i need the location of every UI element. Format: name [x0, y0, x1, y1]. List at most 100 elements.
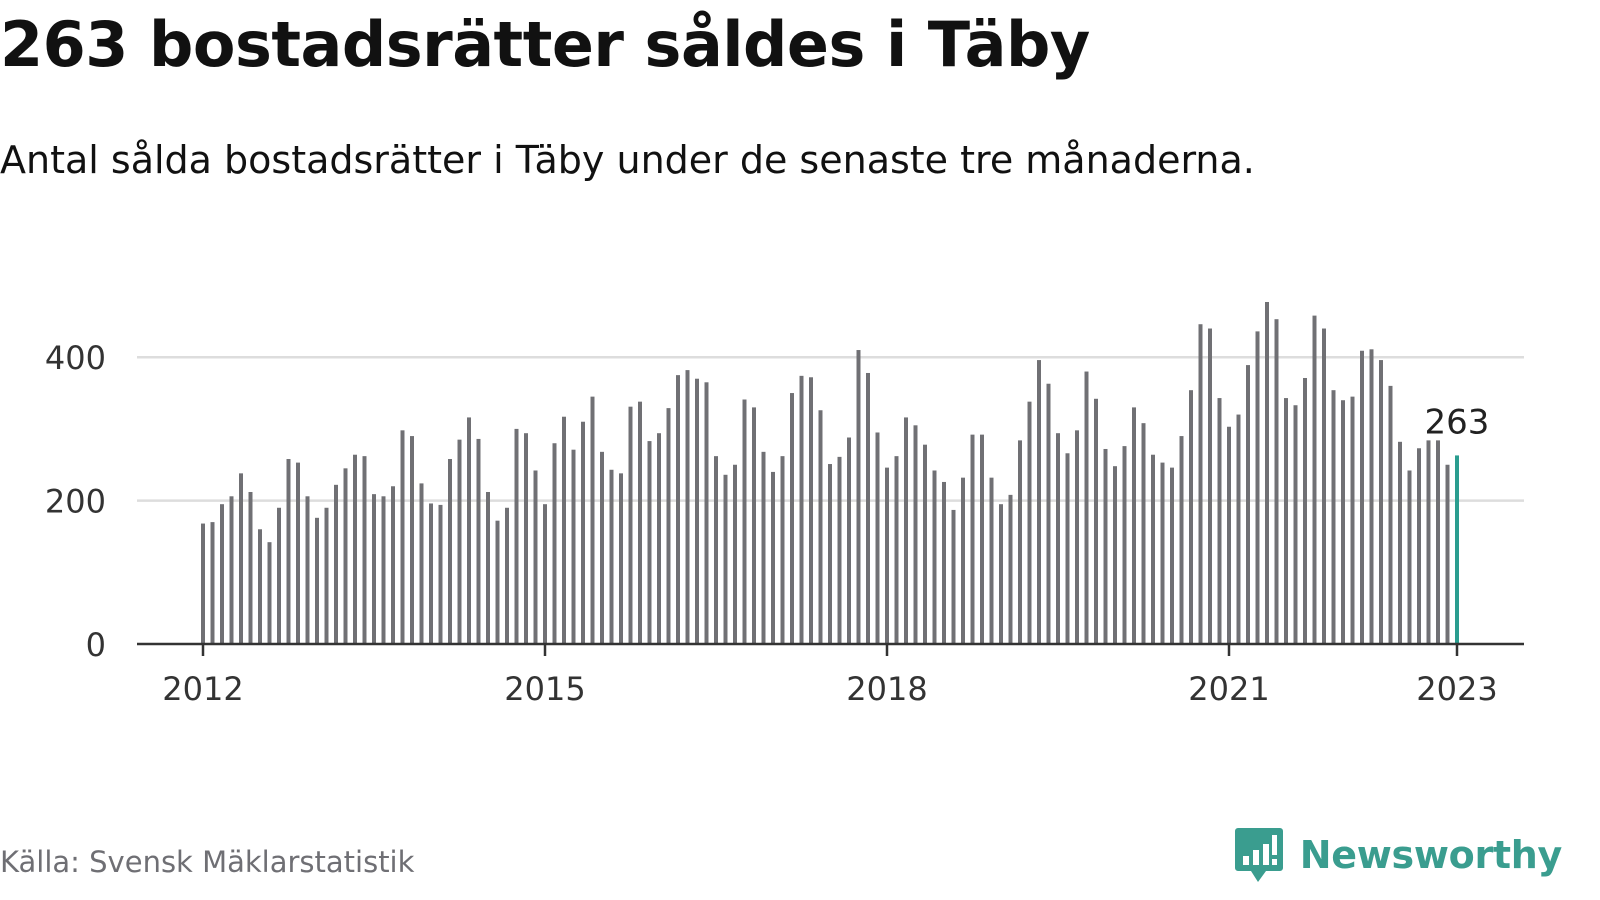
bar — [923, 444, 927, 644]
bar — [495, 520, 500, 644]
bar — [324, 507, 329, 644]
bar — [1018, 440, 1022, 644]
highlight-data-label: 263 — [1425, 402, 1490, 442]
bar — [571, 449, 576, 644]
chart-subtitle: Antal sålda bostadsrätter i Täby under d… — [0, 138, 1255, 182]
bar — [476, 438, 481, 644]
bar — [714, 456, 718, 644]
bar — [742, 399, 747, 644]
bar — [761, 451, 766, 644]
bar — [400, 430, 405, 644]
bar — [438, 504, 443, 644]
bar — [1170, 467, 1174, 644]
bar — [752, 407, 756, 644]
y-tick-label: 200 — [45, 483, 106, 521]
bar — [1331, 390, 1336, 644]
bar — [628, 406, 633, 644]
bar — [1407, 470, 1412, 644]
bar — [229, 496, 234, 644]
bar — [847, 437, 851, 644]
bar — [970, 434, 975, 644]
bar — [723, 474, 728, 644]
bar — [1322, 328, 1326, 644]
bar — [1084, 371, 1089, 644]
bar — [1417, 448, 1421, 644]
bar — [1198, 324, 1203, 644]
bar — [1379, 360, 1383, 644]
bar — [638, 401, 642, 644]
bar — [1246, 365, 1250, 644]
bar — [951, 509, 956, 644]
bar — [514, 428, 519, 644]
bar — [657, 433, 661, 644]
bar — [1360, 350, 1364, 644]
bar — [647, 441, 652, 644]
bar — [1075, 430, 1079, 644]
bar — [704, 382, 709, 644]
bar — [533, 470, 538, 644]
bar — [600, 451, 604, 644]
bar — [457, 439, 462, 644]
bar — [1008, 494, 1013, 644]
bar — [486, 491, 490, 644]
bar — [904, 417, 908, 644]
x-tick-label: 2023 — [1416, 670, 1497, 708]
bar — [334, 484, 338, 644]
bar — [894, 456, 899, 644]
bar — [353, 454, 357, 644]
bar — [989, 477, 994, 644]
bar — [1303, 377, 1307, 644]
bar — [1122, 446, 1127, 644]
bar — [619, 473, 623, 644]
bar — [429, 503, 433, 644]
bar — [961, 477, 965, 644]
bar — [391, 486, 395, 644]
bar — [856, 350, 861, 644]
bar — [467, 417, 471, 644]
bar — [562, 416, 566, 644]
bar — [1293, 405, 1298, 644]
bar — [524, 433, 528, 644]
bar-chart-speech-bubble-icon — [1234, 828, 1283, 882]
bar — [381, 496, 386, 644]
bar — [267, 542, 272, 644]
x-tick-label: 2012 — [162, 670, 243, 708]
bar — [733, 464, 737, 644]
bar — [201, 523, 205, 644]
bar — [1103, 448, 1108, 644]
bar — [1160, 462, 1165, 644]
bar — [1350, 396, 1355, 644]
x-tick-label: 2021 — [1188, 670, 1269, 708]
bar — [1341, 400, 1345, 644]
bar — [837, 456, 842, 644]
bar — [590, 396, 595, 644]
bar — [790, 393, 794, 644]
bar — [410, 436, 414, 644]
bar — [1046, 383, 1051, 644]
bar — [1065, 453, 1070, 644]
bar — [1426, 440, 1431, 644]
bar — [1236, 414, 1241, 644]
bar — [885, 467, 889, 644]
bar — [1388, 385, 1393, 644]
bar — [913, 425, 918, 644]
bar — [999, 504, 1003, 644]
bar — [1265, 301, 1269, 644]
bar — [1094, 398, 1098, 644]
bar — [1312, 315, 1317, 644]
bar — [305, 496, 310, 644]
chart-title: 263 bostadsrätter såldes i Täby — [0, 8, 1090, 81]
bar — [343, 468, 348, 644]
bar — [780, 456, 785, 644]
bar — [799, 375, 804, 644]
bar — [1179, 436, 1184, 644]
bar — [1369, 349, 1374, 644]
bar — [695, 378, 699, 644]
bar — [1274, 319, 1279, 644]
bar — [362, 456, 367, 644]
y-tick-label: 400 — [45, 339, 106, 377]
bar — [552, 443, 557, 644]
bar — [1027, 401, 1032, 644]
brand-logo: Newsworthy — [1234, 826, 1562, 884]
bar — [1436, 440, 1440, 644]
